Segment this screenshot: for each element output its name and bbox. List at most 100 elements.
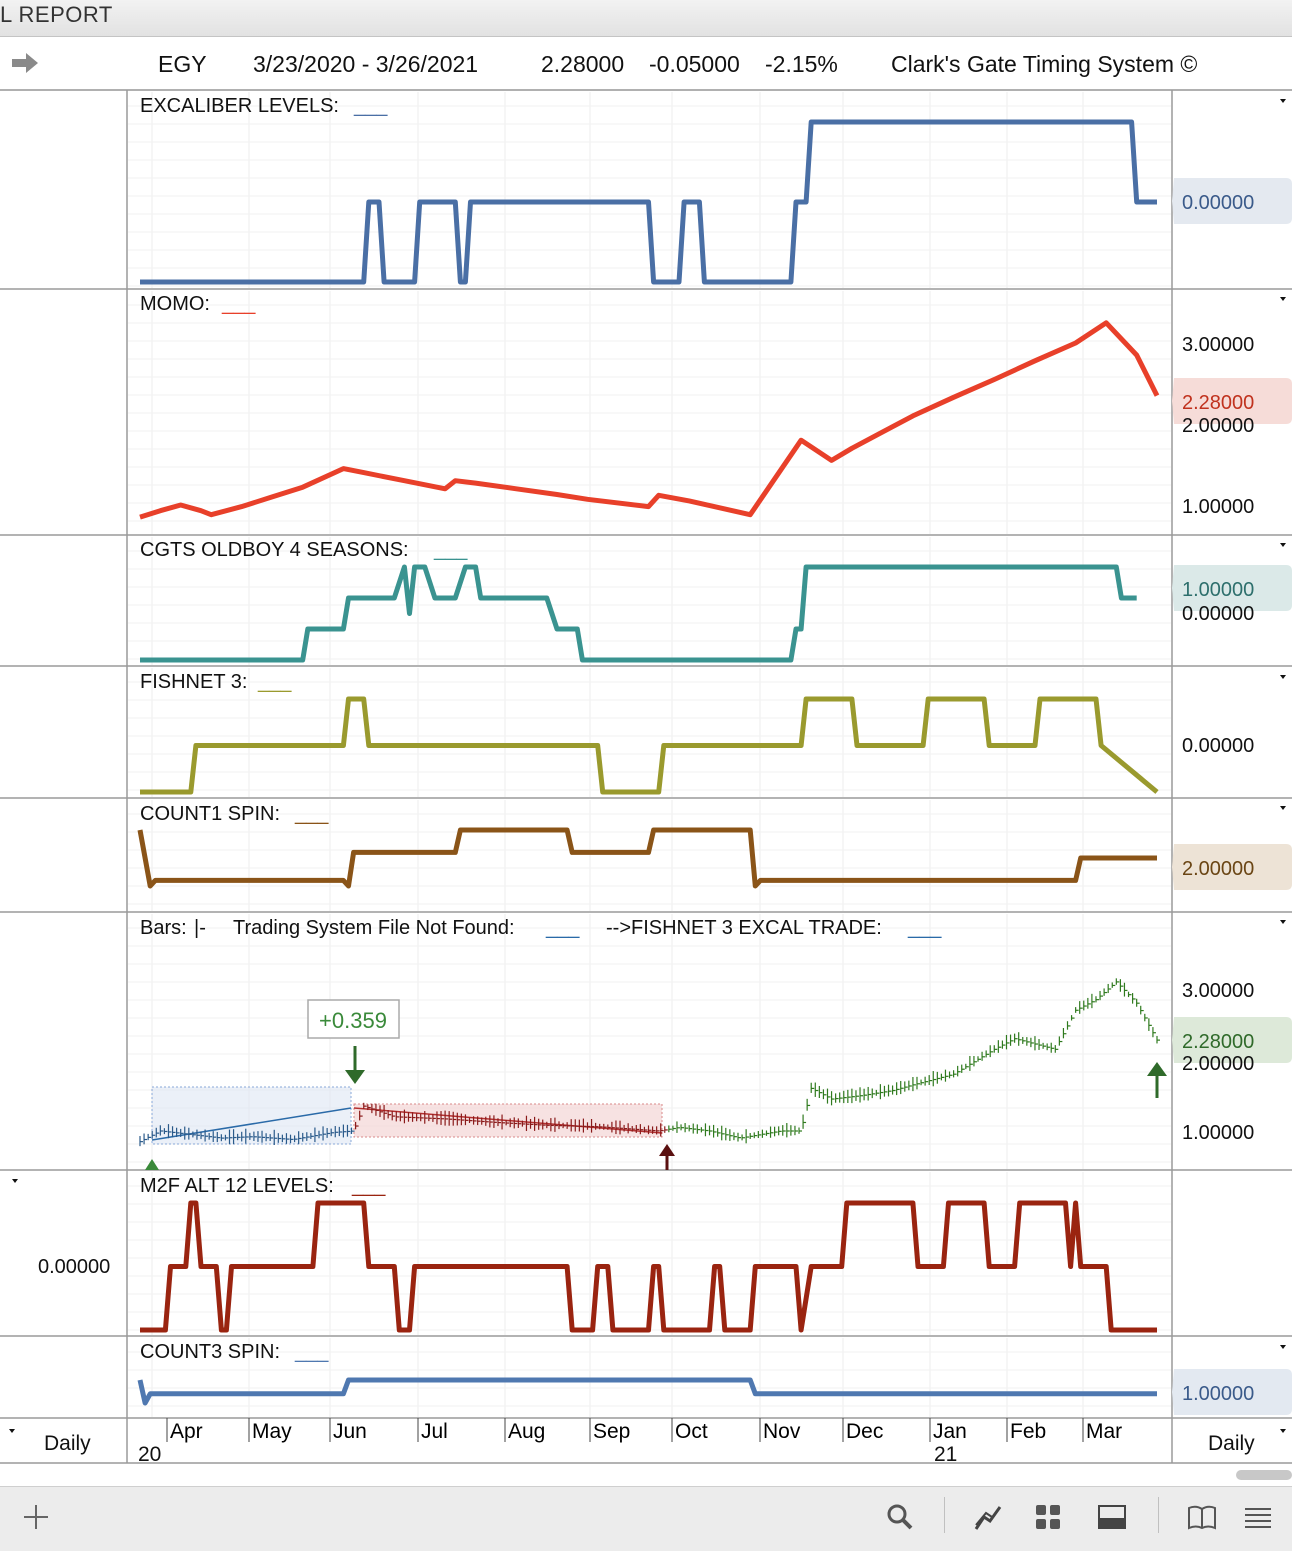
legend-line-m2f: ___ xyxy=(351,1175,386,1197)
price-tag-count1: 2.00000 xyxy=(1182,858,1254,880)
trade-result-box xyxy=(307,999,400,1039)
panel-title-excaliber: EXCALIBER LEVELS: xyxy=(140,95,339,117)
panel-title-count1: COUNT1 SPIN: xyxy=(140,803,280,825)
fishnet-3-line xyxy=(140,696,1159,795)
horizontal-scrollbar[interactable] xyxy=(1236,1470,1292,1480)
legend-line-count1: ___ xyxy=(294,803,329,825)
month-label: Feb xyxy=(1010,1420,1046,1443)
panel-menu-icon xyxy=(1280,543,1286,547)
chart-header: EGY 3/23/2020 - 3/26/2021 2.28000 -0.050… xyxy=(0,37,1292,91)
price-bars xyxy=(139,978,1160,1147)
month-ticks: Apr May Jun Jul Aug Sep Oct Nov Dec Jan Feb Mar xyxy=(166,1418,1122,1443)
panel-title-fishnet-excal-trade: -->FISHNET 3 EXCAL TRADE: xyxy=(606,917,882,939)
fishnet-tick-label: 0.00000 xyxy=(1182,735,1254,757)
month-label: Jul xyxy=(421,1420,448,1443)
month-label: Nov xyxy=(763,1420,801,1443)
momo-tick-label: 2.00000 xyxy=(1182,415,1254,437)
pct-change-label: -2.15% xyxy=(765,51,838,77)
search-icon[interactable] xyxy=(884,1501,916,1533)
panel-menu-icon xyxy=(1280,806,1286,810)
momo-line xyxy=(139,320,1160,520)
symbol-label: EGY xyxy=(158,51,207,77)
year-label: 20 xyxy=(138,1443,161,1466)
month-label: Dec xyxy=(846,1420,883,1443)
panel-title-oldboy: CGTS OLDBOY 4 SEASONS: xyxy=(140,539,409,561)
last-price-label: 2.28000 xyxy=(541,51,625,77)
m2f-tick-label: 0.00000 xyxy=(38,1256,110,1278)
price-tag-oldboy: 1.00000 xyxy=(1182,579,1254,601)
short-trade-box xyxy=(353,1103,663,1138)
price-tag-bars: 2.28000 xyxy=(1182,1031,1254,1053)
system-name-label: Clark's Gate Timing System © xyxy=(891,51,1198,77)
month-label: Aug xyxy=(508,1420,545,1443)
grid-layout-icon[interactable] xyxy=(1032,1501,1064,1533)
add-icon[interactable] xyxy=(20,1501,52,1533)
legend-line-fishnet: ___ xyxy=(257,671,292,693)
panel-title-fishnet: FISHNET 3: xyxy=(140,671,247,693)
window-title: L REPORT xyxy=(0,2,113,27)
oldboy-tick-label: 0.00000 xyxy=(1182,603,1254,625)
month-label: Oct xyxy=(675,1420,708,1443)
arrow-up-icon xyxy=(1147,1062,1167,1098)
arrow-up-icon xyxy=(659,1144,675,1170)
momo-tick-label: 1.00000 xyxy=(1182,496,1254,518)
panel-title-momo: MOMO: xyxy=(140,293,210,315)
legend-line-oldboy: ___ xyxy=(433,539,468,561)
panel-menu-icon xyxy=(9,1429,15,1433)
price-tag-excaliber: 0.00000 xyxy=(1182,192,1254,214)
legend-line-excaliber: ___ xyxy=(353,95,388,117)
legend-line-momo: ___ xyxy=(221,293,256,315)
month-label: Mar xyxy=(1086,1420,1122,1443)
panel-layout-icon[interactable] xyxy=(1096,1501,1128,1533)
chart-plot-area[interactable]: +0.359 EXCALIBER LEVELS: ___ MOMO: ___ C… xyxy=(0,0,1292,1486)
panel-menu-icons[interactable] xyxy=(9,99,1286,1433)
month-label: Apr xyxy=(170,1420,203,1443)
panel-menu-icon xyxy=(1280,675,1286,679)
book-icon[interactable] xyxy=(1186,1501,1218,1533)
arrow-right-icon[interactable] xyxy=(10,51,40,75)
bottom-toolbar xyxy=(0,1486,1292,1551)
panel-menu-icon xyxy=(1280,297,1286,301)
panel-title-count3: COUNT3 SPIN: xyxy=(140,1341,280,1363)
trade-result-label: +0.359 xyxy=(319,1008,387,1033)
legend-line-fishnet-excal-trade: ___ xyxy=(907,917,942,939)
panel-menu-icon xyxy=(12,1179,18,1183)
panel-title-trading-system: Trading System File Not Found: xyxy=(233,917,515,939)
panel-title-bars: Bars: xyxy=(140,917,187,939)
panel-frames xyxy=(0,90,1292,1464)
arrow-down-icon xyxy=(345,1046,365,1084)
month-label: Jun xyxy=(333,1420,367,1443)
m2f-alt-12-levels-line xyxy=(140,1200,1157,1333)
legend-line-trading-system: ___ xyxy=(545,917,580,939)
month-label: May xyxy=(252,1420,292,1443)
panel-menu-icon xyxy=(1280,920,1286,924)
month-label: Jan xyxy=(933,1420,967,1443)
menu-icon[interactable] xyxy=(1242,1501,1274,1533)
panel-menu-icon xyxy=(1280,1345,1286,1349)
short-trade-line xyxy=(353,1107,663,1134)
interval-label-left[interactable]: Daily xyxy=(44,1432,91,1455)
bars-tick-label: 2.00000 xyxy=(1182,1053,1254,1075)
oldboy-seasons-line xyxy=(140,564,1137,663)
chart-line-icon[interactable] xyxy=(972,1501,1004,1533)
price-tag-count3: 1.00000 xyxy=(1182,1383,1254,1405)
interval-label-right[interactable]: Daily xyxy=(1208,1432,1255,1455)
bars-tick-label: 1.00000 xyxy=(1182,1122,1254,1144)
gridlines xyxy=(128,92,1171,1417)
month-label: Sep xyxy=(593,1420,630,1443)
date-range-label: 3/23/2020 - 3/26/2021 xyxy=(253,51,479,77)
panel-menu-icon xyxy=(1280,1429,1286,1433)
excaliber-levels-line xyxy=(140,119,1157,285)
legend-line-count3: ___ xyxy=(294,1341,329,1363)
count3-spin-line xyxy=(137,1377,1157,1406)
price-tag-momo: 2.28000 xyxy=(1182,392,1254,414)
year-label: 21 xyxy=(934,1443,957,1466)
arrow-up-icon xyxy=(145,1159,159,1170)
momo-tick-label: 3.00000 xyxy=(1182,334,1254,356)
net-change-label: -0.05000 xyxy=(649,51,740,77)
window-titlebar: L REPORT xyxy=(0,0,1292,37)
bars-symbol: |- xyxy=(194,917,206,939)
price-tag-backgrounds xyxy=(1172,178,1292,1415)
panel-menu-icon xyxy=(1280,99,1286,103)
count1-spin-line xyxy=(137,827,1157,889)
